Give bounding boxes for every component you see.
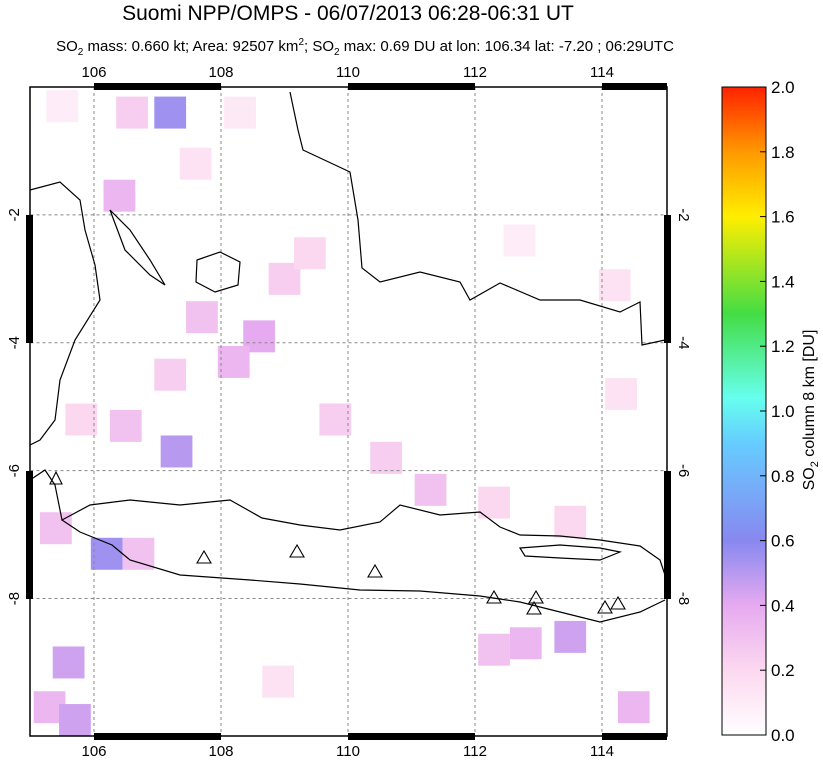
so2-cell <box>52 646 85 679</box>
frame-bar <box>664 471 671 599</box>
subtitle-part: max: 0.69 DU at lon: 106.34 lat: -7.20 ;… <box>340 38 675 55</box>
coastline <box>289 91 666 346</box>
lat-tick-label: -8 <box>675 592 692 605</box>
lon-tick-label: 114 <box>590 64 614 81</box>
frame-bar <box>348 733 475 740</box>
colorbar-label-part: 2 <box>809 461 821 467</box>
so2-cell <box>186 301 218 334</box>
colorbar-tick-label: 0.8 <box>771 467 795 486</box>
frame-bar <box>602 83 667 90</box>
colorbar-tick-label: 1.0 <box>771 402 795 421</box>
colorbar-tick-label: 2.0 <box>771 78 795 97</box>
lon-tick-label: 114 <box>590 743 614 759</box>
lat-tick-label: -6 <box>675 464 692 477</box>
frame-bars <box>26 83 671 740</box>
lon-tick-label: 106 <box>81 64 106 81</box>
lon-tick-label: 108 <box>208 64 233 81</box>
coastline <box>29 181 101 446</box>
colorbar-tick-label: 0.0 <box>771 726 795 745</box>
so2-cell <box>160 435 193 468</box>
so2-cell <box>503 224 536 257</box>
subtitle-part: mass: 0.660 kt; Area: 92507 km <box>83 38 298 55</box>
so2-cell <box>65 403 98 436</box>
so2-cell <box>370 441 402 474</box>
so2-cell <box>217 345 250 378</box>
lon-tick-label: 110 <box>336 743 360 759</box>
so2-cell <box>109 409 142 442</box>
frame-bar <box>348 83 475 90</box>
lat-tick-label: -6 <box>6 464 23 477</box>
so2-cell <box>154 358 187 391</box>
so2-cell <box>617 691 650 724</box>
lat-tick-label: -2 <box>6 208 23 221</box>
so2-cell <box>262 665 295 698</box>
frame-bar <box>94 733 221 740</box>
so2-cell <box>122 537 155 570</box>
so2-cell <box>116 96 148 129</box>
subtitle: SO2 mass: 0.660 kt; Area: 92507 km2; SO2… <box>56 37 674 58</box>
so2-cell <box>605 377 637 410</box>
coastline <box>518 544 623 561</box>
lon-tick-label: 106 <box>81 743 106 759</box>
subtitle-part: SO <box>56 38 78 55</box>
so2-cell <box>598 269 631 302</box>
so2-cell <box>224 96 256 129</box>
colorbar-ticks: 0.0 0.2 0.4 0.6 0.8 1.0 1.2 1.4 1.6 1.8 2.0 <box>760 78 795 745</box>
title: Suomi NPP/OMPS - 06/07/2013 06:28-06:31 … <box>122 2 574 25</box>
so2-cell <box>478 486 510 519</box>
frame-bar <box>94 83 221 90</box>
so2-cell <box>103 179 136 212</box>
volcano-marker <box>49 470 626 615</box>
frame-bar <box>602 733 667 740</box>
axis-ticks: 106 106 108 108 110 110 112 112 114 114 -2 -2 -4 -4 -6… <box>6 64 692 760</box>
so2-cell <box>554 620 587 653</box>
coastlines <box>29 91 666 623</box>
subtitle-part: 2 <box>334 47 340 58</box>
colorbar-tick-label: 0.4 <box>771 596 795 615</box>
frame-bar <box>664 215 671 343</box>
lon-tick-label: 108 <box>208 743 233 759</box>
so2-cell <box>294 237 326 270</box>
colorbar-label-part: SO <box>801 467 818 490</box>
colorbar-tick-label: 1.8 <box>771 143 795 162</box>
colorbar-tick-label: 1.2 <box>771 337 795 356</box>
volcanoes <box>49 470 626 615</box>
so2-cell <box>319 403 352 436</box>
colorbar-label-part: column 8 km [DU] <box>801 330 818 462</box>
so2-cell <box>554 505 587 538</box>
colorbar <box>721 86 767 736</box>
frame-bar <box>26 215 33 343</box>
so2-cell <box>179 147 212 180</box>
lat-tick-label: -2 <box>675 208 692 221</box>
frame-bar <box>26 471 33 599</box>
grid <box>30 87 666 736</box>
lat-tick-label: -8 <box>6 592 23 605</box>
coastline <box>109 209 166 286</box>
so2-cells <box>33 90 650 736</box>
lat-tick-label: -4 <box>675 336 692 349</box>
subtitle-part: ; SO <box>304 38 334 55</box>
colorbar-tick-label: 1.6 <box>771 208 795 227</box>
colorbar-tick-label: 0.2 <box>771 661 795 680</box>
so2-cell <box>509 627 542 660</box>
so2-cell <box>59 704 91 736</box>
so2-cell <box>154 96 187 129</box>
colorbar-tick-label: 1.4 <box>771 272 795 291</box>
lon-tick-label: 112 <box>463 64 487 81</box>
so2-cell <box>478 633 510 666</box>
coastline <box>29 469 666 623</box>
colorbar-tick-label: 0.6 <box>771 532 795 551</box>
subtitle-part: 2 <box>78 47 84 58</box>
lon-tick-label: 112 <box>463 743 487 759</box>
colorbar-label: SO2 column 8 km [DU] <box>801 330 821 491</box>
so2-cell <box>414 473 447 506</box>
lon-tick-label: 110 <box>336 64 360 81</box>
lat-tick-label: -4 <box>6 336 23 349</box>
so2-cell <box>46 90 79 123</box>
subtitle-part: 2 <box>298 37 304 48</box>
coastline <box>195 251 241 293</box>
